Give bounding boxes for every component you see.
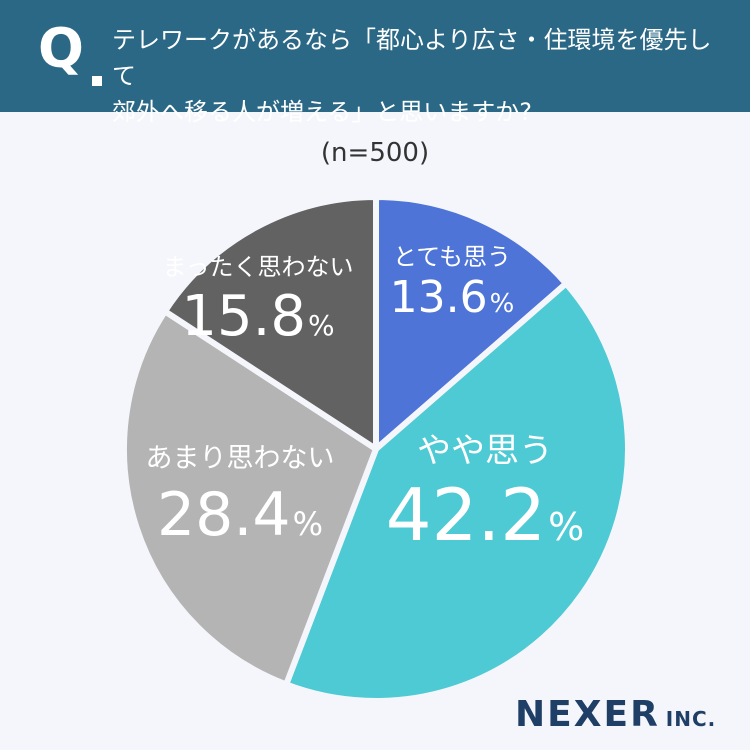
sample-size: (n=500) — [320, 138, 430, 168]
slice-percent-unit: % — [308, 309, 335, 342]
pie-slice-4 — [161, 194, 379, 452]
nexer-logo: NEXER INC. — [515, 694, 716, 735]
pie-slices — [121, 194, 631, 704]
slice-category-label: あまり思わない — [146, 443, 335, 474]
slice-category-label: とても思う — [393, 243, 511, 271]
pie-slice-1 — [373, 194, 570, 452]
q-mark: Q — [38, 17, 84, 80]
slice-percent-unit: % — [548, 505, 584, 549]
logo-suffix: INC. — [665, 707, 717, 731]
question-header: Q テレワークがあるなら「都心より広さ・住環境を優先して 郊外へ移る人が増える」… — [0, 0, 750, 126]
slice-category-label: まったく思わない — [162, 253, 353, 281]
q-dot — [92, 76, 102, 86]
slice-percent-unit: % — [490, 289, 515, 319]
logo-name: NEXER — [515, 694, 660, 735]
question-text: テレワークがあるなら「都心より広さ・住環境を優先して 郊外へ移る人が増える」と思… — [112, 26, 712, 126]
pie-slice-3 — [121, 308, 379, 688]
pie-slice-2 — [283, 280, 631, 704]
slice-percent-unit: % — [293, 505, 323, 543]
pie-labels: とても思う13.6%やや思う42.2%あまり思わない28.4%まったく思わない1… — [146, 243, 585, 557]
slice-category-label: やや思う — [417, 431, 553, 471]
